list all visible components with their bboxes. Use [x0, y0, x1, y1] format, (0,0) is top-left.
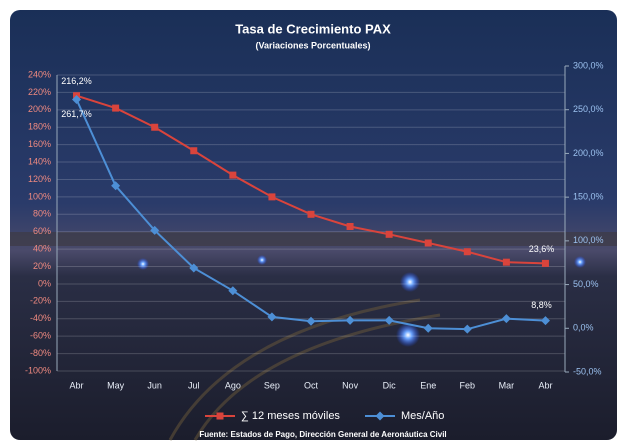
y2-tick-label: -50,0% — [573, 366, 602, 376]
point — [72, 94, 82, 104]
legend-marker — [216, 412, 224, 420]
point — [502, 258, 510, 266]
point — [540, 316, 550, 326]
value-label: 261,7% — [61, 109, 92, 119]
y-tick-label: -80% — [30, 348, 51, 358]
y-tick-label: 220% — [28, 87, 51, 97]
value-label: 8,8% — [531, 300, 552, 310]
y2-tick-label: 200,0% — [573, 148, 604, 158]
y2-tick-label: 150,0% — [573, 192, 604, 202]
chart-subtitle: (Variaciones Porcentuales) — [255, 40, 370, 50]
y-tick-label: -40% — [30, 313, 51, 323]
point — [268, 193, 276, 201]
point — [463, 248, 471, 256]
y-tick-label: -20% — [30, 296, 51, 306]
point — [424, 239, 432, 247]
horizon — [10, 232, 617, 246]
point — [267, 312, 277, 322]
point — [385, 230, 393, 238]
y2-tick-label: 250,0% — [573, 104, 604, 114]
y-tick-label: 240% — [28, 69, 51, 79]
legend-label: Mes/Año — [401, 410, 444, 422]
point — [111, 181, 121, 191]
point — [346, 222, 354, 230]
x-tick-label: May — [107, 380, 125, 390]
x-tick-label: Oct — [304, 380, 319, 390]
source-note: Fuente: Estados de Pago, Dirección Gener… — [199, 430, 446, 439]
light — [574, 256, 586, 268]
x-tick-label: Ene — [420, 380, 436, 390]
y-tick-label: 140% — [28, 156, 51, 166]
chart-title: Tasa de Crecimiento PAX — [235, 21, 391, 36]
y-tick-label: 200% — [28, 104, 51, 114]
x-tick-label: Jul — [188, 380, 200, 390]
x-tick-label: Nov — [342, 380, 359, 390]
x-tick-label: Jun — [147, 380, 162, 390]
y-tick-label: 0% — [38, 278, 51, 288]
legend-marker — [375, 411, 385, 421]
point — [384, 315, 394, 325]
x-tick-label: Dic — [383, 380, 396, 390]
point — [150, 225, 160, 235]
point — [501, 314, 511, 324]
x-tick-label: Mar — [499, 380, 515, 390]
y2-tick-label: 100,0% — [573, 235, 604, 245]
x-tick-label: Abr — [538, 380, 552, 390]
light — [396, 323, 420, 347]
point — [112, 104, 120, 112]
runway-line — [168, 298, 421, 441]
point — [541, 259, 549, 267]
value-label: 216,2% — [61, 76, 92, 86]
point — [423, 323, 433, 333]
light — [137, 258, 149, 270]
x-tick-label: Feb — [460, 380, 476, 390]
point — [190, 147, 198, 155]
y2-tick-label: 0,0% — [573, 323, 594, 333]
point — [462, 324, 472, 334]
background — [10, 10, 617, 440]
y-tick-label: -60% — [30, 331, 51, 341]
light — [257, 255, 267, 265]
y-tick-label: 120% — [28, 174, 51, 184]
legend-label: ∑ 12 meses móviles — [241, 410, 340, 422]
point — [229, 171, 237, 179]
y-tick-label: -100% — [25, 365, 51, 375]
y-tick-label: 100% — [28, 191, 51, 201]
point — [189, 263, 199, 273]
point — [228, 286, 238, 296]
light — [400, 272, 420, 292]
y2-tick-label: 300,0% — [573, 60, 604, 70]
x-tick-label: Abr — [70, 380, 84, 390]
x-tick-label: Sep — [264, 380, 280, 390]
y-tick-label: 20% — [33, 261, 51, 271]
y-tick-label: 40% — [33, 243, 51, 253]
y2-tick-label: 50,0% — [573, 279, 599, 289]
point — [151, 123, 159, 131]
point — [306, 316, 316, 326]
value-label: 23,6% — [529, 244, 555, 254]
y-tick-label: 180% — [28, 122, 51, 132]
y-tick-label: 160% — [28, 139, 51, 149]
x-tick-label: Ago — [225, 380, 241, 390]
point — [345, 315, 355, 325]
y-tick-label: 60% — [33, 226, 51, 236]
point — [307, 210, 315, 218]
y-tick-label: 80% — [33, 209, 51, 219]
